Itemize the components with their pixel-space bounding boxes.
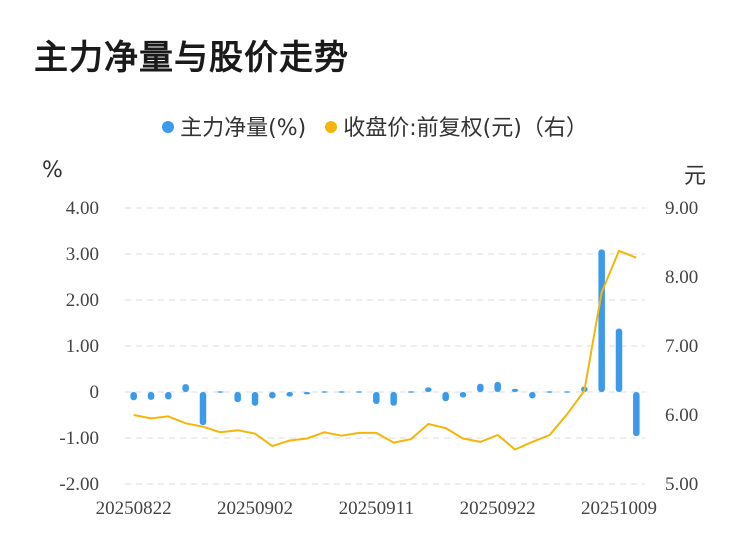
bar [286, 392, 293, 397]
y-right-tick-label: 6.00 [665, 405, 698, 426]
bar [459, 392, 467, 398]
bar [234, 392, 241, 403]
legend-item-close-price[interactable]: 收盘价:前复权(元)（右） [325, 110, 588, 142]
bar [147, 392, 155, 400]
x-tick-label: 20250911 [339, 498, 414, 519]
bar [217, 391, 224, 393]
bar [338, 391, 345, 393]
chart-title: 主力净量与股价走势 [34, 38, 349, 78]
y-right-tick-label: 5.00 [665, 474, 698, 495]
y-left-tick-label: 3.00 [66, 244, 99, 265]
bar [321, 391, 328, 393]
bar [355, 391, 363, 393]
bar [633, 392, 640, 437]
legend-label-close-price: 收盘价:前复权(元)（右） [343, 116, 588, 141]
bar [130, 392, 137, 401]
y-left-tick-label: 4.00 [66, 198, 99, 219]
bar [529, 392, 536, 399]
bar [494, 381, 501, 392]
y-left-tick-label: 0 [90, 382, 100, 403]
bar [390, 392, 397, 406]
y-left-tick-label: -1.00 [59, 428, 99, 449]
bar [165, 392, 172, 400]
x-tick-label: 20250822 [96, 498, 172, 519]
bar [251, 392, 259, 406]
y-right-tick-label: 9.00 [665, 198, 698, 219]
y-right-tick-label: 8.00 [665, 267, 698, 288]
x-tick-label: 20251009 [581, 498, 657, 519]
bar [563, 391, 571, 393]
bar [442, 392, 449, 402]
bar [425, 387, 432, 392]
legend: 主力净量(%) 收盘价:前复权(元)（右） [0, 110, 750, 142]
legend-item-net-volume[interactable]: 主力净量(%) [162, 110, 306, 142]
bar [598, 249, 605, 392]
series-line-close-price [133, 249, 637, 451]
bar [407, 391, 415, 393]
bar [546, 391, 553, 393]
legend-label-net-volume: 主力净量(%) [180, 116, 307, 141]
right-axis-unit: 元 [684, 164, 707, 189]
x-tick-label: 20250902 [217, 498, 293, 519]
x-tick-label: 20250922 [460, 498, 536, 519]
y-left-tick-label: 2.00 [66, 290, 99, 311]
bar [182, 384, 189, 392]
left-axis-unit: % [42, 158, 63, 183]
bar [373, 392, 380, 404]
bar [615, 328, 623, 392]
y-right-tick-label: 7.00 [665, 336, 698, 357]
bar [269, 392, 276, 399]
y-left-tick-label: 1.00 [66, 336, 99, 357]
legend-bar-dot-icon [162, 121, 175, 133]
bar [477, 383, 484, 392]
y-left-tick-label: -2.00 [59, 474, 99, 495]
bar [511, 388, 519, 392]
legend-line-dot-icon [325, 121, 338, 133]
bar [303, 392, 311, 395]
bar [199, 392, 207, 426]
